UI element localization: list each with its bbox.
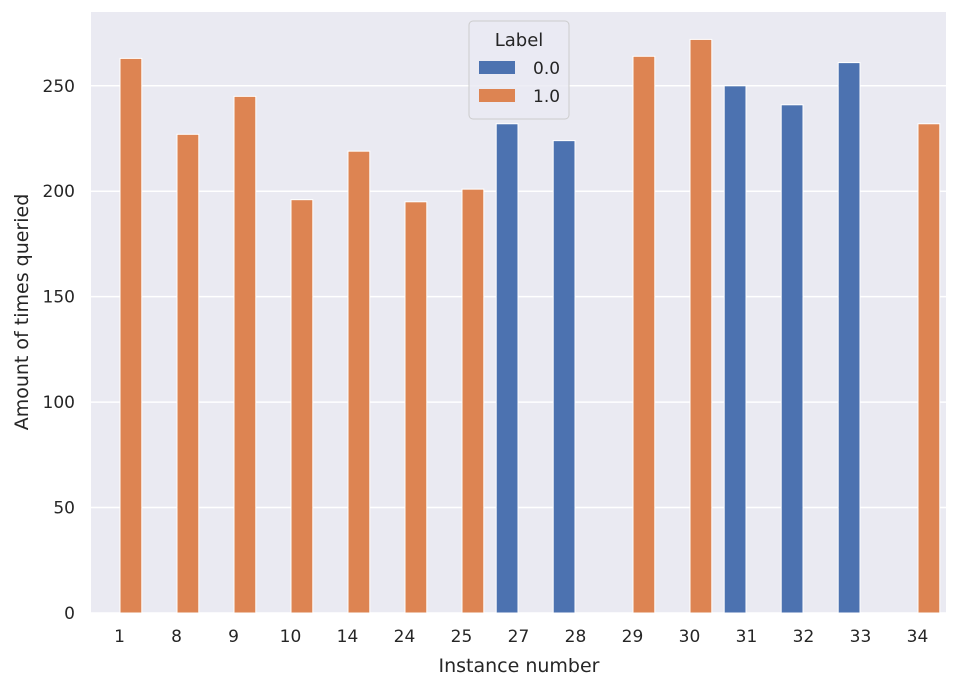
bar-14-series-1 xyxy=(348,151,370,613)
y-axis-label: Amount of times queried xyxy=(11,194,33,431)
x-tick-label: 14 xyxy=(337,627,359,647)
x-tick-label: 24 xyxy=(394,627,416,647)
x-tick-label: 32 xyxy=(793,627,815,647)
legend-swatch-0 xyxy=(479,61,515,74)
x-tick-label: 25 xyxy=(451,627,473,647)
legend-entry-0: 0.0 xyxy=(533,59,560,79)
y-tick-labels: 0 50 100 150 200 250 xyxy=(43,77,75,624)
bar-29-series-1 xyxy=(633,56,655,613)
x-tick-label: 1 xyxy=(114,627,125,647)
bar-1-series-1 xyxy=(120,58,142,613)
x-tick-label: 33 xyxy=(850,627,872,647)
x-tick-label: 34 xyxy=(907,627,929,647)
y-tick-label: 150 xyxy=(43,288,75,308)
bar-24-series-1 xyxy=(405,202,427,613)
y-tick-label: 50 xyxy=(53,499,75,519)
bar-25-series-1 xyxy=(462,189,484,613)
bar-28-series-0 xyxy=(553,141,575,613)
legend-title: Label xyxy=(495,30,544,51)
bar-32-series-0 xyxy=(781,105,803,613)
bar-34-series-1 xyxy=(918,124,940,613)
x-tick-label: 31 xyxy=(736,627,758,647)
x-tick-label: 9 xyxy=(228,627,239,647)
y-tick-label: 0 xyxy=(64,604,75,624)
x-tick-label: 8 xyxy=(171,627,182,647)
bar-9-series-1 xyxy=(234,96,256,613)
bar-27-series-0 xyxy=(496,124,518,613)
legend: Label 0.0 1.0 xyxy=(469,21,569,119)
legend-swatch-1 xyxy=(479,89,515,102)
bar-33-series-0 xyxy=(838,63,860,613)
x-tick-label: 28 xyxy=(565,627,587,647)
x-tick-label: 10 xyxy=(280,627,302,647)
x-tick-label: 29 xyxy=(622,627,644,647)
x-tick-label: 27 xyxy=(508,627,530,647)
y-tick-label: 100 xyxy=(43,393,75,413)
bar-8-series-1 xyxy=(177,134,199,613)
x-tick-labels: 1 8 9 10 14 24 25 27 28 29 30 31 32 33 34 xyxy=(114,627,928,647)
y-tick-label: 250 xyxy=(43,77,75,97)
bar-10-series-1 xyxy=(291,200,313,613)
legend-entry-1: 1.0 xyxy=(533,87,560,107)
bar-31-series-0 xyxy=(724,86,746,613)
bar-30-series-1 xyxy=(690,39,712,613)
x-tick-label: 30 xyxy=(679,627,701,647)
y-tick-label: 200 xyxy=(43,182,75,202)
x-axis-label: Instance number xyxy=(438,655,599,677)
